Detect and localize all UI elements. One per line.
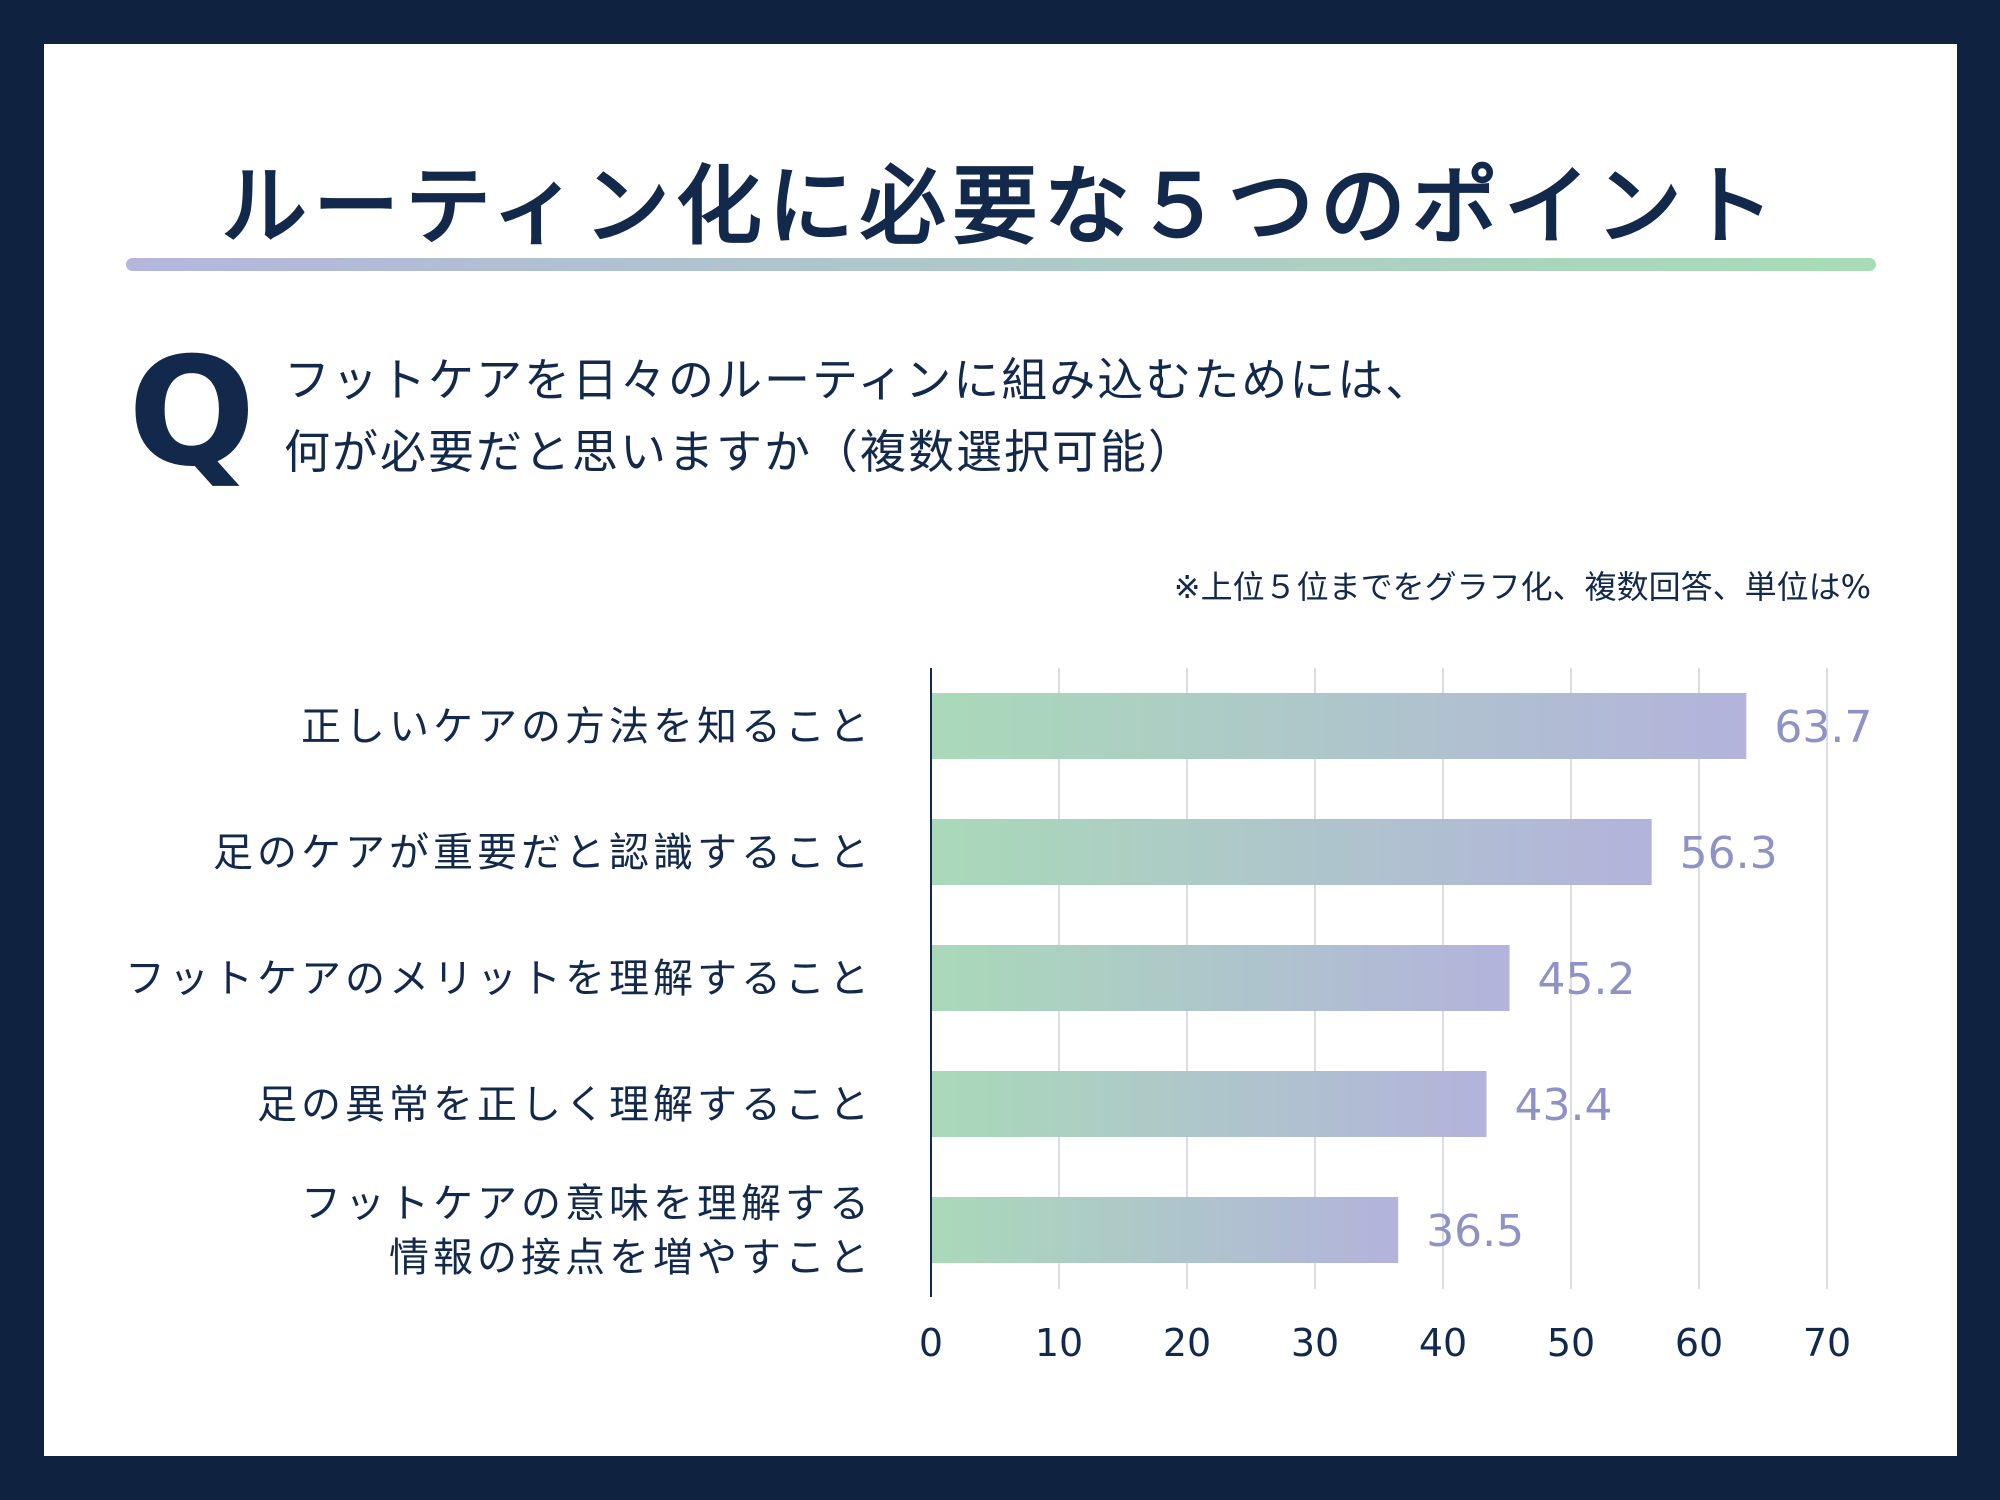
- bar-chart: 正しいケアの方法を知ること足のケアが重要だと認識することフットケアのメリットを理…: [125, 668, 1872, 1365]
- question-text: フットケアを日々のルーティンに組み込むためには、 何が必要だと思いますか（複数選…: [284, 344, 1433, 488]
- category-labels: 正しいケアの方法を知ること足のケアが重要だと認識することフットケアのメリットを理…: [125, 704, 873, 1281]
- x-tick-label: 60: [1675, 1321, 1723, 1365]
- bar: [932, 945, 1510, 1011]
- question-mark: Q: [128, 326, 256, 500]
- category-label: 正しいケアの方法を知ること: [301, 704, 873, 750]
- category-label: 足のケアが重要だと認識すること: [213, 830, 873, 876]
- question-line-2: 何が必要だと思いますか（複数選択可能）: [284, 425, 1196, 479]
- bar-value-label: 36.5: [1426, 1206, 1524, 1257]
- bar-value-label: 56.3: [1680, 828, 1778, 879]
- bar: [932, 819, 1652, 885]
- x-tick-label: 40: [1419, 1321, 1467, 1365]
- content-panel: ルーティン化に必要な５つのポイント Q フットケアを日々のルーティンに組み込むた…: [44, 44, 1957, 1456]
- bars: [932, 693, 1747, 1263]
- bar: [932, 693, 1747, 759]
- value-labels: 63.7 56.3 45.2 43.4 36.5: [1426, 702, 1872, 1257]
- bar-value-label: 43.4: [1515, 1080, 1613, 1131]
- x-tick-label: 70: [1803, 1321, 1851, 1365]
- category-label: フットケアのメリットを理解すること: [125, 956, 873, 1002]
- bar: [932, 1197, 1399, 1263]
- bar-value-label: 45.2: [1538, 954, 1636, 1005]
- x-tick-label: 0: [919, 1321, 943, 1365]
- x-tick-label: 10: [1035, 1321, 1083, 1365]
- x-tick-label: 50: [1547, 1321, 1595, 1365]
- category-label: フットケアの意味を理解する: [301, 1181, 873, 1227]
- question-line-1: フットケアを日々のルーティンに組み込むためには、: [284, 353, 1434, 407]
- bar-value-label: 63.7: [1774, 702, 1872, 753]
- x-tick-label: 20: [1163, 1321, 1211, 1365]
- bar: [932, 1071, 1487, 1137]
- category-label: 情報の接点を増やすこと: [389, 1235, 873, 1281]
- title-divider: [126, 258, 1876, 271]
- x-tick-labels: 0 10 20 30 40 50 60 70: [919, 1321, 1851, 1365]
- category-label: 足の異常を正しく理解すること: [257, 1082, 873, 1128]
- page-title: ルーティン化に必要な５つのポイント: [221, 157, 1780, 257]
- x-tick-label: 30: [1291, 1321, 1339, 1365]
- chart-note: ※上位５位までをグラフ化、複数回答、単位は%: [1173, 568, 1871, 606]
